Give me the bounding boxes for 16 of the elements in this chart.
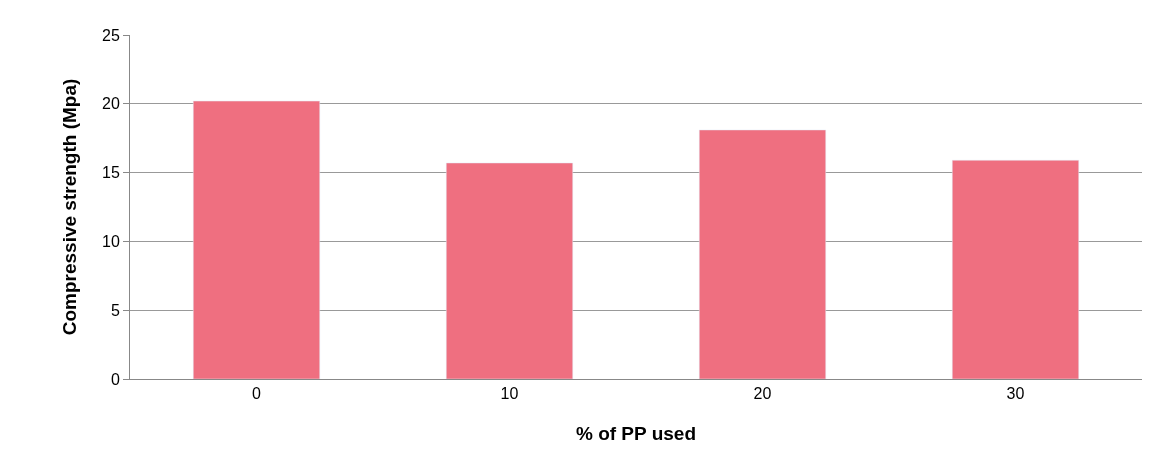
bar — [193, 100, 320, 379]
y-tick-label: 5 — [110, 301, 120, 319]
x-tick-label: 0 — [252, 385, 262, 403]
bar — [952, 159, 1079, 379]
y-tick-label: 0 — [110, 370, 120, 388]
x-axis-title: % of PP used — [575, 423, 697, 444]
y-axis-title: Compressive strength (Mpa) — [58, 78, 80, 336]
y-tick-label: 10 — [102, 233, 120, 250]
bar — [446, 162, 573, 379]
x-tick-label: 30 — [1006, 385, 1025, 403]
y-tick-label: 25 — [102, 26, 120, 44]
y-tick-label: 15 — [102, 164, 120, 182]
x-tick-label: 10 — [500, 385, 519, 403]
x-tick-label: 20 — [753, 385, 772, 403]
bar — [699, 129, 826, 379]
y-tick-label: 20 — [102, 95, 120, 113]
